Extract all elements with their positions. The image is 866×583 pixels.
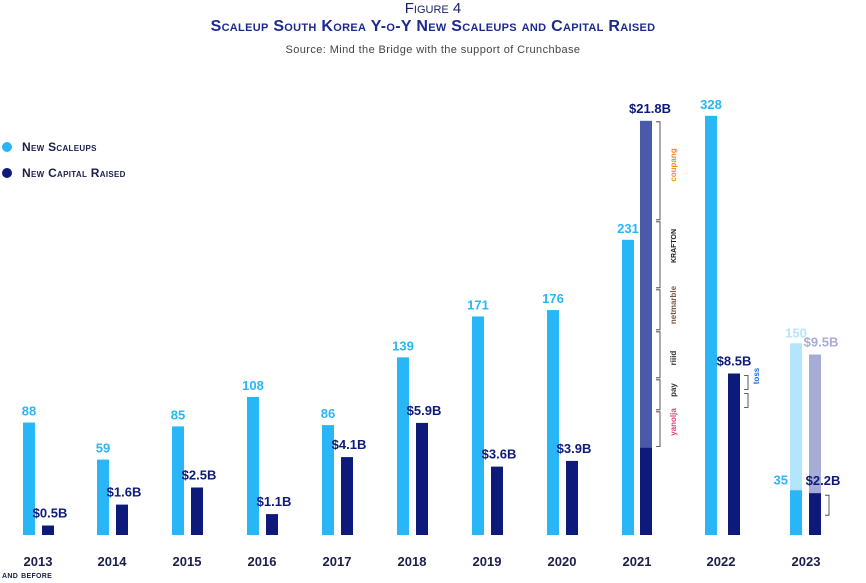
capital-bar-2015 [191, 487, 203, 535]
bracket-2021-0 [656, 121, 661, 221]
scaleup-label-2023-projected: 150 [785, 325, 807, 340]
scaleup-bar-2021 [622, 239, 634, 536]
scaleup-label-2015: 85 [171, 407, 185, 422]
capital-label-2023-projected: $9.5B [804, 335, 839, 350]
scaleup-label-2016: 108 [242, 378, 264, 393]
scaleup-label-2020: 176 [542, 291, 564, 306]
capital-bar-2016 [266, 514, 278, 535]
scaleup-bar-2023-projected [790, 343, 802, 535]
capital-label-2019: $3.6B [482, 447, 517, 462]
capital-bar-2020 [566, 460, 578, 535]
capital-label-2023: $2.2B [806, 473, 841, 488]
capital-label-2013: $0.5B [33, 506, 68, 521]
scaleup-bar-2016 [247, 396, 259, 535]
category-label-2016: 2016 [248, 554, 277, 569]
legend-label-capital: New Capital Raised [22, 166, 126, 180]
scaleup-bar-2018 [397, 357, 409, 535]
capital-bar-2019 [491, 466, 503, 535]
capital-bar-2014 [116, 504, 128, 535]
company-label-2021-1: KRAFTON [671, 229, 678, 263]
scaleup-bar-2015 [172, 426, 184, 535]
scaleup-label-2022: 328 [700, 97, 722, 112]
capital-label-2022: $8.5B [717, 354, 752, 369]
company-label-2021-4: pay [669, 383, 678, 397]
bracket-2022 [744, 375, 749, 408]
legend-item-capital: New Capital Raised [2, 164, 126, 182]
category-label-2020: 2020 [548, 554, 577, 569]
category-label-2021: 2021 [623, 554, 652, 569]
bracket-2021-4 [656, 379, 661, 411]
capital-bar-2017 [341, 457, 353, 535]
capital-bar-2021-highlight [640, 120, 652, 448]
scaleup-label-2018: 139 [392, 338, 414, 353]
bracket-2021-2 [656, 289, 661, 331]
chart-title: Scaleup South Korea Y-o-Y New Scaleups a… [210, 18, 656, 35]
scaleup-bar-2017 [322, 425, 334, 535]
capital-label-2021: $21.8B [629, 101, 671, 116]
bracket-2021-5 [656, 411, 661, 447]
legend-swatch-capital [2, 168, 12, 178]
scaleup-bar-2014 [97, 459, 109, 535]
scaleup-bar-2022 [705, 115, 717, 535]
category-label-2019: 2019 [473, 554, 502, 569]
capital-label-2015: $2.5B [182, 468, 217, 483]
capital-bar-2023 [809, 493, 821, 535]
scaleup-label-2013: 88 [22, 404, 36, 419]
capital-bar-2023-projected [809, 354, 821, 535]
capital-bar-2022 [728, 373, 740, 535]
scaleup-label-2017: 86 [321, 406, 335, 421]
scaleup-bar-2020 [547, 310, 559, 535]
company-label-2021-2: netmarble [669, 285, 678, 324]
company-label-2021-5: yanolja [669, 408, 678, 436]
capital-label-2016: $1.1B [257, 494, 292, 509]
chart-subtitle: Source: Mind the Bridge with the support… [285, 44, 581, 56]
category-label-2017: 2017 [323, 554, 352, 569]
category-label-2018: 2018 [398, 554, 427, 569]
capital-label-2017: $4.1B [332, 437, 367, 452]
scaleup-label-2014: 59 [96, 441, 110, 456]
category-note: and before [2, 570, 53, 581]
bracket-2023 [825, 494, 830, 516]
legend-swatch-scaleups [2, 142, 12, 152]
scaleup-bar-2019 [472, 316, 484, 535]
scaleup-bar-2023 [790, 490, 802, 535]
company-label-2022-0: toss [752, 367, 761, 384]
figure-label: Figure 4 [404, 0, 462, 17]
capital-label-2014: $1.6B [107, 485, 142, 500]
legend-label-scaleups: New Scaleups [22, 140, 97, 154]
capital-bar-2013 [42, 525, 54, 535]
capital-label-2020: $3.9B [557, 441, 592, 456]
legend: New Scaleups New Capital Raised [2, 138, 126, 190]
capital-label-2018: $5.9B [407, 403, 442, 418]
legend-item-scaleups: New Scaleups [2, 138, 126, 156]
category-label-2014: 2014 [98, 554, 128, 569]
capital-bar-2018 [416, 422, 428, 535]
company-label-2021-3: riiid [669, 351, 678, 366]
bracket-2021-1 [656, 221, 661, 289]
scaleup-bar-2013 [23, 422, 35, 535]
bracket-2021-3 [656, 331, 661, 379]
category-label-2013: 2013 [24, 554, 53, 569]
scaleup-label-2023: 35 [774, 472, 788, 487]
category-label-2022: 2022 [707, 554, 736, 569]
scaleup-label-2019: 171 [467, 297, 489, 312]
category-label-2015: 2015 [173, 554, 202, 569]
scaleup-label-2021: 231 [617, 221, 639, 236]
category-label-2023: 2023 [792, 554, 821, 569]
company-label-2021-0: coupang [669, 148, 678, 181]
capital-bar-2021 [640, 447, 652, 535]
